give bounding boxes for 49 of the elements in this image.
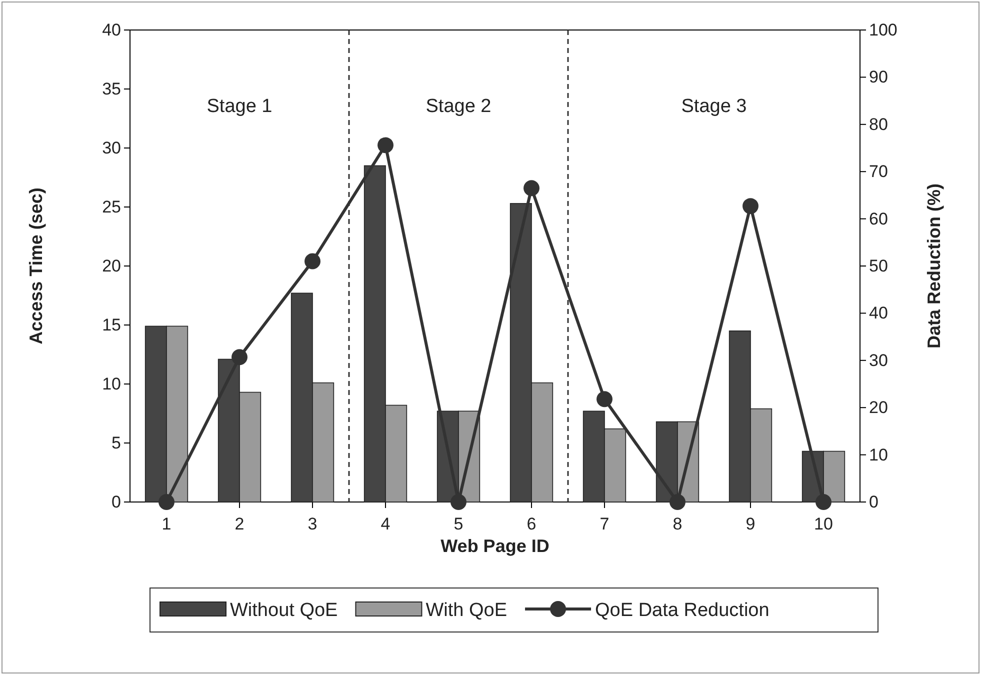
x-tick-label: 10 [814, 514, 833, 534]
y2-tick-label: 40 [869, 304, 888, 323]
y2-axis-title: Data Reduction (%) [924, 183, 944, 349]
x-tick-label: 3 [308, 514, 318, 534]
y2-tick-label: 100 [869, 20, 898, 40]
point [816, 494, 832, 510]
y-axis-title: Access Time (sec) [26, 188, 46, 344]
x-tick-label: 9 [746, 514, 756, 534]
annotation: Stage 1 [206, 96, 272, 117]
y-tick-label: 5 [112, 433, 121, 452]
y-tick-label: 20 [102, 256, 121, 276]
point [232, 349, 248, 366]
point [304, 253, 320, 270]
x-tick-label: 1 [162, 514, 172, 534]
x-tick-label: 8 [672, 514, 682, 534]
y2-tick-label: 50 [869, 256, 888, 276]
y-tick-label: 40 [102, 20, 121, 40]
point [670, 494, 686, 510]
point [596, 391, 612, 408]
point [378, 137, 394, 154]
y-tick-label: 15 [102, 315, 121, 334]
y2-tick-label: 10 [869, 445, 888, 464]
legend-label: Without QoE [230, 600, 338, 621]
point [450, 494, 466, 510]
legend-label: QoE Data Reduction [595, 600, 770, 621]
x-tick-label: 2 [234, 514, 244, 534]
y-tick-label: 30 [102, 138, 121, 158]
y-tick-label: 10 [102, 374, 121, 394]
x-axis-title: Web Page ID [440, 536, 550, 556]
y2-tick-label: 0 [869, 492, 878, 512]
y2-tick-label: 20 [869, 398, 888, 418]
annotation: Stage 2 [426, 96, 492, 117]
y-tick-label: 0 [112, 492, 121, 512]
y2-tick-label: 90 [869, 68, 888, 87]
x-tick-label: 4 [380, 514, 390, 534]
annotation: Stage 3 [681, 96, 747, 117]
y2-tick-label: 80 [869, 114, 888, 134]
legend-label: With QoE [426, 600, 508, 621]
y-tick-label: 25 [102, 197, 121, 216]
point [742, 198, 758, 214]
y2-tick-label: 70 [869, 162, 888, 182]
x-tick-label: 6 [526, 514, 536, 534]
y-tick-label: 35 [102, 79, 121, 98]
x-tick-label: 7 [600, 514, 610, 534]
y2-tick-label: 60 [869, 209, 888, 228]
point [158, 494, 174, 510]
x-tick-label: 5 [454, 514, 464, 534]
y2-tick-label: 30 [869, 350, 888, 370]
point [524, 180, 540, 196]
